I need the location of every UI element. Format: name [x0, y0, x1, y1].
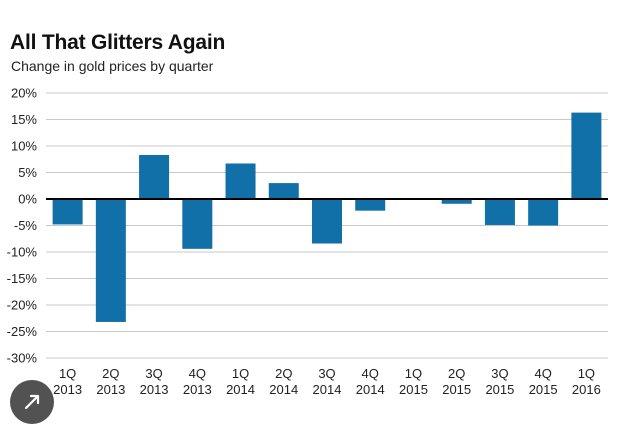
x-tick-label-year: 2013: [140, 382, 169, 397]
x-tick-label-year: 2014: [313, 382, 342, 397]
bar: [225, 163, 256, 199]
x-tick-label-year: 2015: [485, 382, 514, 397]
x-tick-label-year: 2014: [226, 382, 255, 397]
y-tick-label: -30%: [7, 351, 38, 366]
x-tick-label-quarter: 4Q: [534, 366, 551, 381]
x-tick-label-year: 2015: [442, 382, 471, 397]
x-tick-label-year: 2014: [356, 382, 385, 397]
y-tick-label: 5%: [18, 165, 37, 180]
y-tick-label: 0%: [18, 192, 37, 207]
y-tick-label: -10%: [7, 245, 38, 260]
bar: [268, 183, 299, 199]
x-tick-label-year: 2013: [96, 382, 125, 397]
gridlines: [46, 92, 608, 359]
x-tick-label-quarter: 1Q: [405, 366, 422, 381]
chart-title: All That Glitters Again: [10, 31, 226, 54]
x-tick-label-year: 2013: [183, 382, 212, 397]
expand-arrow-icon: [24, 394, 40, 410]
x-tick-label-year: 2015: [529, 382, 558, 397]
bar: [571, 112, 602, 199]
x-tick-label-quarter: 1Q: [578, 366, 595, 381]
x-tick-label-quarter: 3Q: [318, 366, 335, 381]
bar: [355, 199, 386, 211]
x-tick-label-quarter: 4Q: [189, 366, 206, 381]
bars: [52, 112, 602, 322]
bar: [95, 199, 126, 322]
x-tick-label-year: 2015: [399, 382, 428, 397]
y-tick-label: -25%: [7, 324, 38, 339]
chart-subtitle: Change in gold prices by quarter: [11, 58, 214, 74]
x-tick-label-quarter: 2Q: [448, 366, 465, 381]
x-tick-label-year: 2013: [53, 382, 82, 397]
bar: [182, 199, 213, 249]
x-tick-label-quarter: 3Q: [491, 366, 508, 381]
expand-button[interactable]: [10, 380, 54, 424]
bar: [441, 199, 472, 204]
x-tick-label-year: 2014: [269, 382, 298, 397]
x-tick-label-quarter: 4Q: [362, 366, 379, 381]
bar: [139, 155, 170, 199]
y-tick-label: 20%: [11, 86, 37, 101]
y-tick-label: -20%: [7, 298, 38, 313]
y-tick-label: 10%: [11, 139, 37, 154]
bar: [484, 199, 515, 225]
x-tick-label-quarter: 1Q: [59, 366, 76, 381]
bar: [312, 199, 342, 244]
x-tick-label-quarter: 3Q: [145, 366, 162, 381]
x-axis-ticks: 1Q20132Q20133Q20134Q20131Q20142Q20143Q20…: [53, 366, 601, 397]
x-tick-label-quarter: 2Q: [102, 366, 119, 381]
x-tick-label-quarter: 2Q: [275, 366, 292, 381]
y-tick-label: 15%: [11, 112, 37, 127]
y-tick-label: -5%: [14, 218, 38, 233]
y-axis-ticks: 20% 15% 10% 5% 0% -5% -10% -15% -20% -25% -30%: [7, 86, 38, 366]
x-tick-label-quarter: 1Q: [232, 366, 249, 381]
bar: [528, 199, 559, 226]
bar: [52, 199, 83, 225]
x-tick-label-year: 2016: [572, 382, 601, 397]
y-tick-label: -15%: [7, 271, 38, 286]
